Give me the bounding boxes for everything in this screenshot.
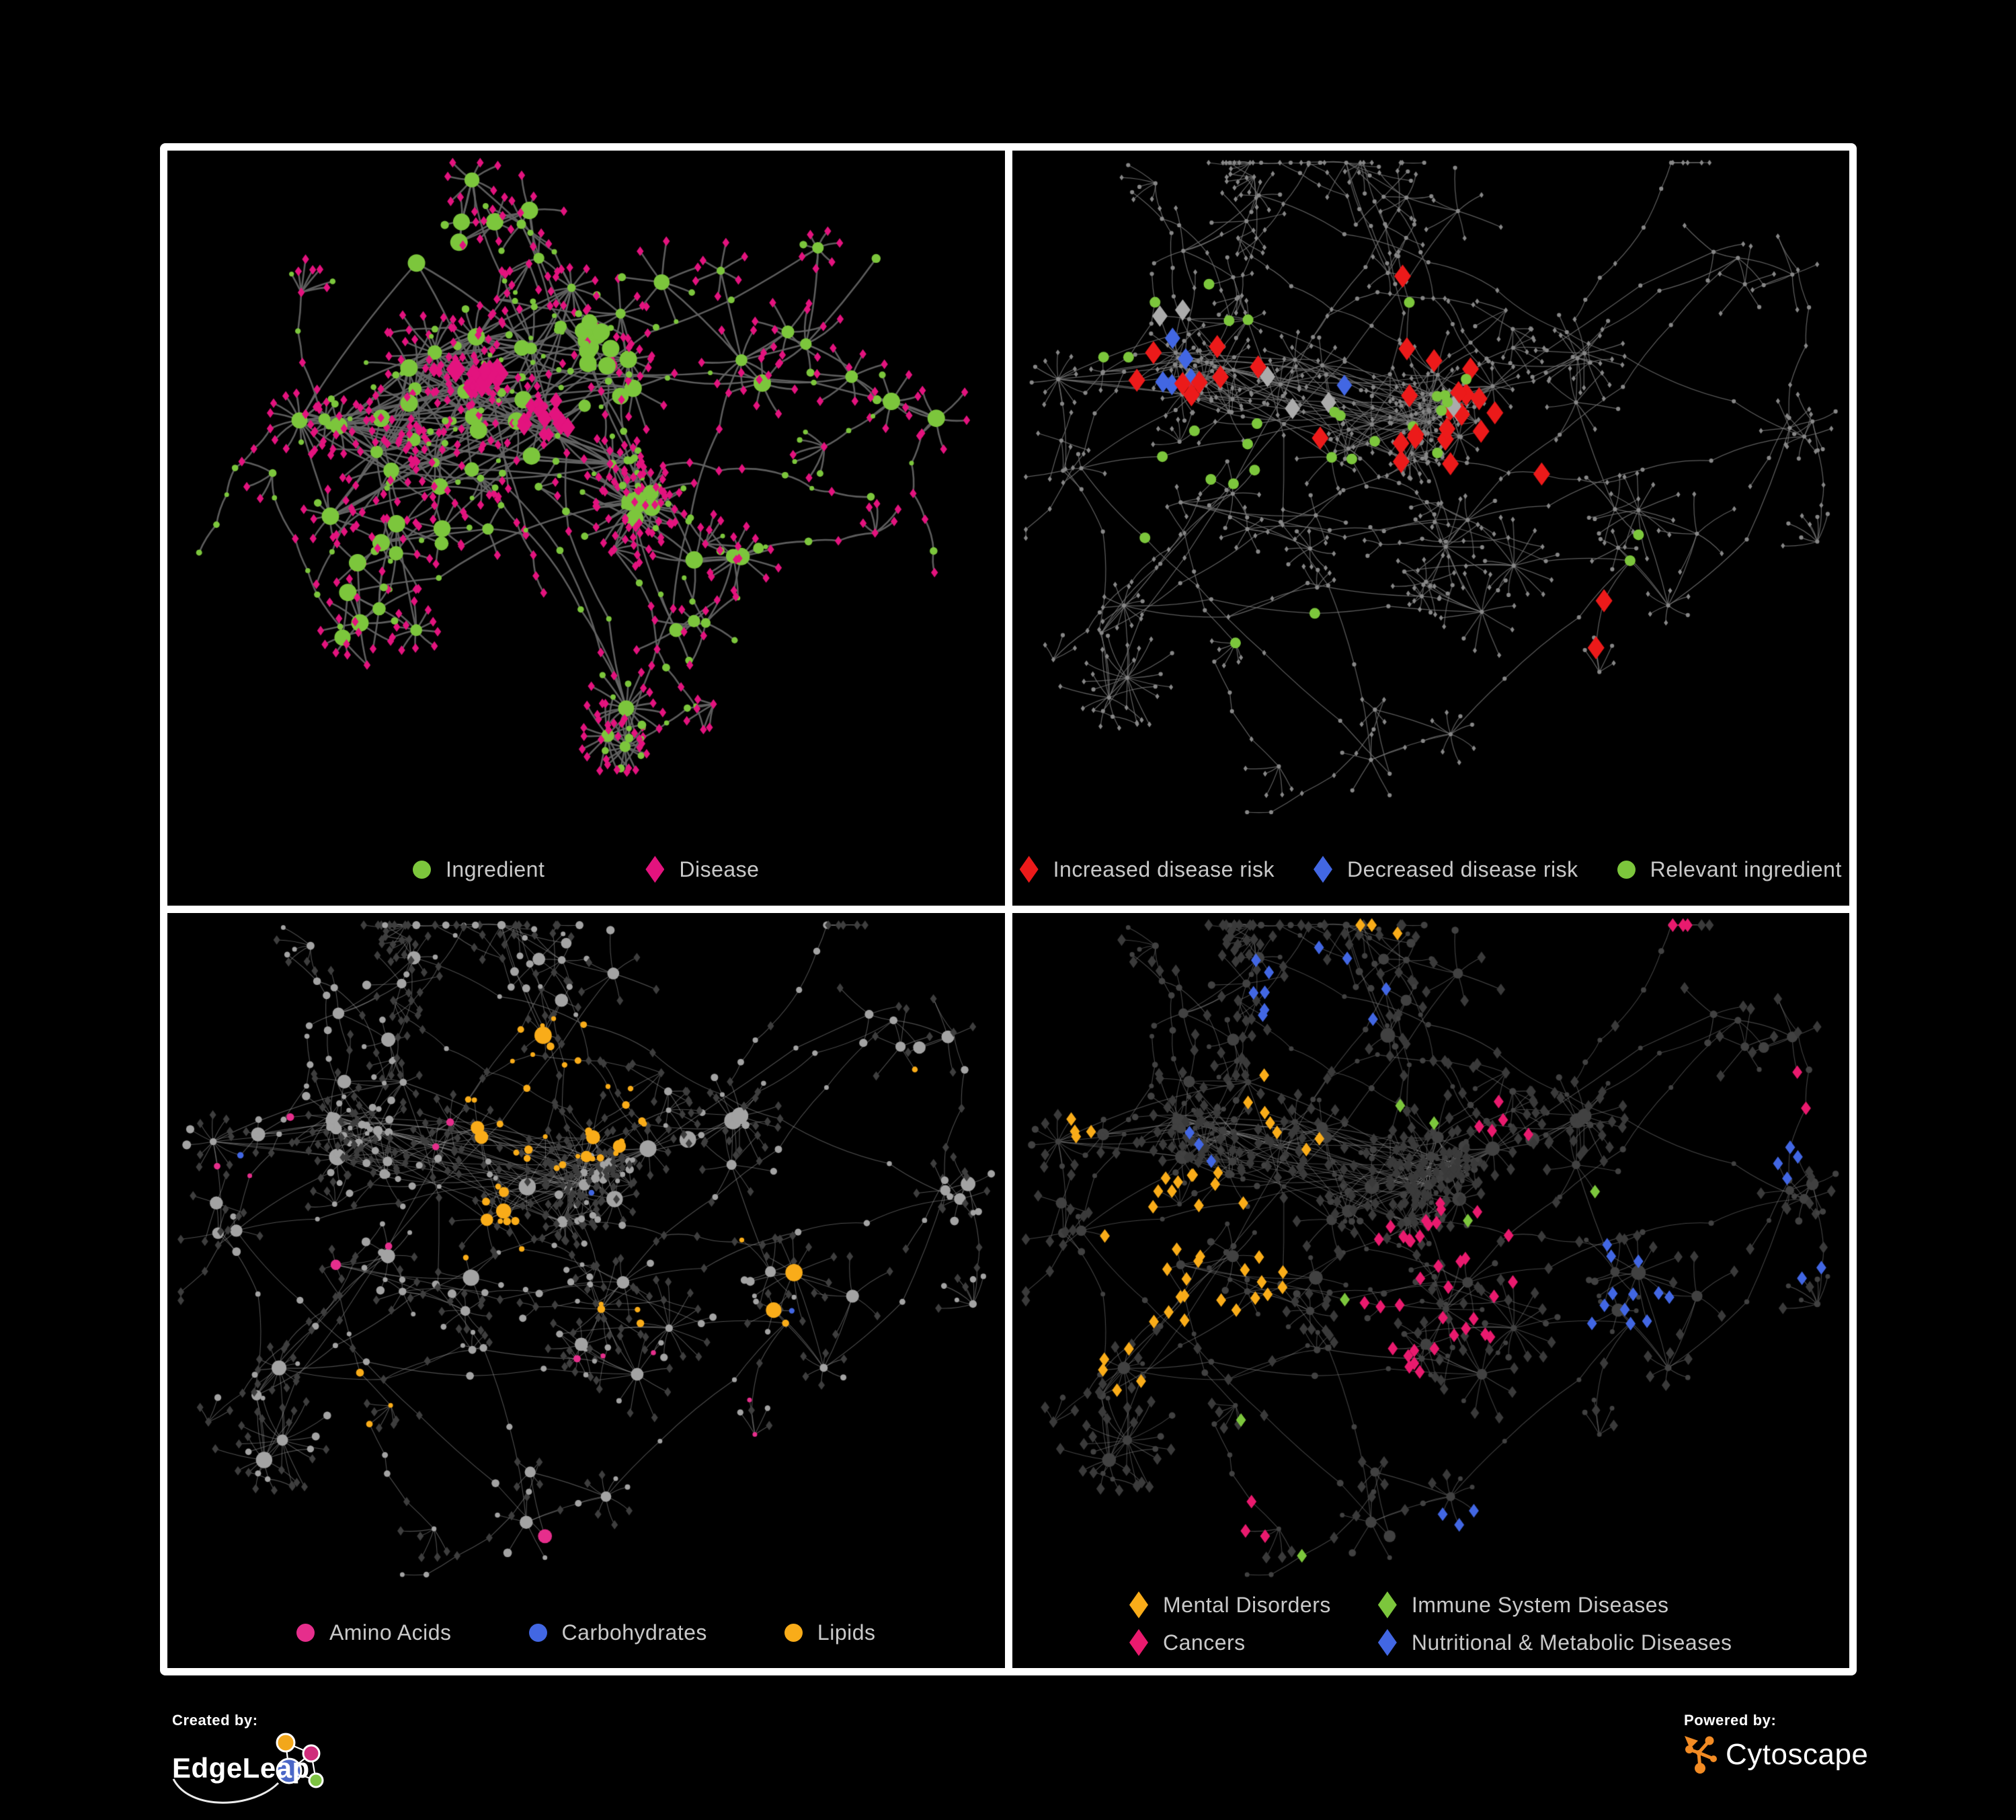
legend-marker-circle-icon — [784, 1624, 803, 1642]
legend-label: Immune System Diseases — [1411, 1592, 1669, 1617]
network-canvas — [1012, 913, 1849, 1668]
legend-label: Increased disease risk — [1053, 857, 1275, 881]
legend-marker-diamond-icon — [1377, 1591, 1397, 1618]
legend: Ingredient Disease — [167, 856, 1005, 883]
network-canvas — [167, 151, 1005, 906]
legend-marker-diamond-icon — [1019, 856, 1039, 883]
legend-label: Lipids — [817, 1620, 876, 1645]
legend-item: Cancers — [1129, 1629, 1331, 1656]
created-by-block: Created by: EdgeLeap — [172, 1712, 401, 1813]
legend: Amino Acids Carbohydrates Lipids — [167, 1620, 1005, 1645]
created-by-label: Created by: — [172, 1712, 258, 1729]
panel-grid: Ingredient Disease Increased disease risk… — [160, 143, 1857, 1675]
legend-label: Relevant ingredient — [1650, 857, 1842, 881]
panel-disease-risk: Increased disease risk Decreased disease … — [1012, 151, 1850, 906]
legend-item: Relevant ingredient — [1617, 857, 1842, 882]
legend-item: Carbohydrates — [528, 1620, 707, 1645]
panel-disease-categories: Mental Disorders Immune System Diseases Ca… — [1012, 913, 1850, 1668]
legend-item: Decreased disease risk — [1314, 856, 1578, 883]
cytoscape-logo-icon — [1685, 1736, 1717, 1774]
legend: Mental Disorders Immune System Diseases Ca… — [1012, 1591, 1850, 1656]
legend-label: Mental Disorders — [1163, 1592, 1331, 1617]
legend-marker-circle-icon — [1617, 860, 1636, 879]
legend-marker-diamond-icon — [1377, 1629, 1397, 1656]
edgeleap-logo: EdgeLeap — [172, 1731, 401, 1813]
legend-item: Ingredient — [413, 857, 545, 882]
legend-label: Carbohydrates — [561, 1620, 707, 1645]
legend-marker-circle-icon — [528, 1624, 547, 1642]
legend: Increased disease risk Decreased disease … — [1012, 856, 1850, 883]
network-canvas — [167, 913, 1005, 1668]
network-canvas — [1012, 151, 1849, 906]
legend-item: Increased disease risk — [1019, 856, 1275, 883]
legend-item: Disease — [645, 856, 759, 883]
legend-label: Disease — [679, 857, 760, 881]
edgeleap-wordmark: EdgeLeap — [172, 1752, 310, 1784]
legend-marker-diamond-icon — [1314, 856, 1333, 883]
legend-item: Mental Disorders — [1129, 1591, 1331, 1618]
legend-label: Amino Acids — [329, 1620, 452, 1645]
legend-item: Nutritional & Metabolic Diseases — [1377, 1629, 1732, 1656]
legend-item: Immune System Diseases — [1377, 1591, 1732, 1618]
legend-marker-diamond-icon — [1129, 1591, 1148, 1618]
legend-marker-diamond-icon — [645, 856, 665, 883]
legend-item: Amino Acids — [296, 1620, 452, 1645]
powered-by-label: Powered by: — [1684, 1712, 1777, 1729]
cytoscape-logo: Cytoscape — [1684, 1735, 1868, 1775]
legend-label: Nutritional & Metabolic Diseases — [1411, 1630, 1732, 1655]
legend-marker-diamond-icon — [1129, 1629, 1148, 1656]
powered-by-block: Powered by: Cytoscape — [1684, 1712, 1868, 1775]
legend-item: Lipids — [784, 1620, 876, 1645]
edgeleap-logo-icon — [172, 1733, 324, 1804]
legend-label: Decreased disease risk — [1347, 857, 1578, 881]
cytoscape-wordmark: Cytoscape — [1726, 1738, 1869, 1771]
legend-marker-circle-icon — [413, 860, 432, 879]
legend-marker-circle-icon — [296, 1624, 315, 1642]
legend-label: Cancers — [1163, 1630, 1246, 1655]
panel-macronutrients: Amino Acids Carbohydrates Lipids — [167, 913, 1005, 1668]
legend-label: Ingredient — [446, 857, 545, 881]
panel-ingredient-disease: Ingredient Disease — [167, 151, 1005, 906]
